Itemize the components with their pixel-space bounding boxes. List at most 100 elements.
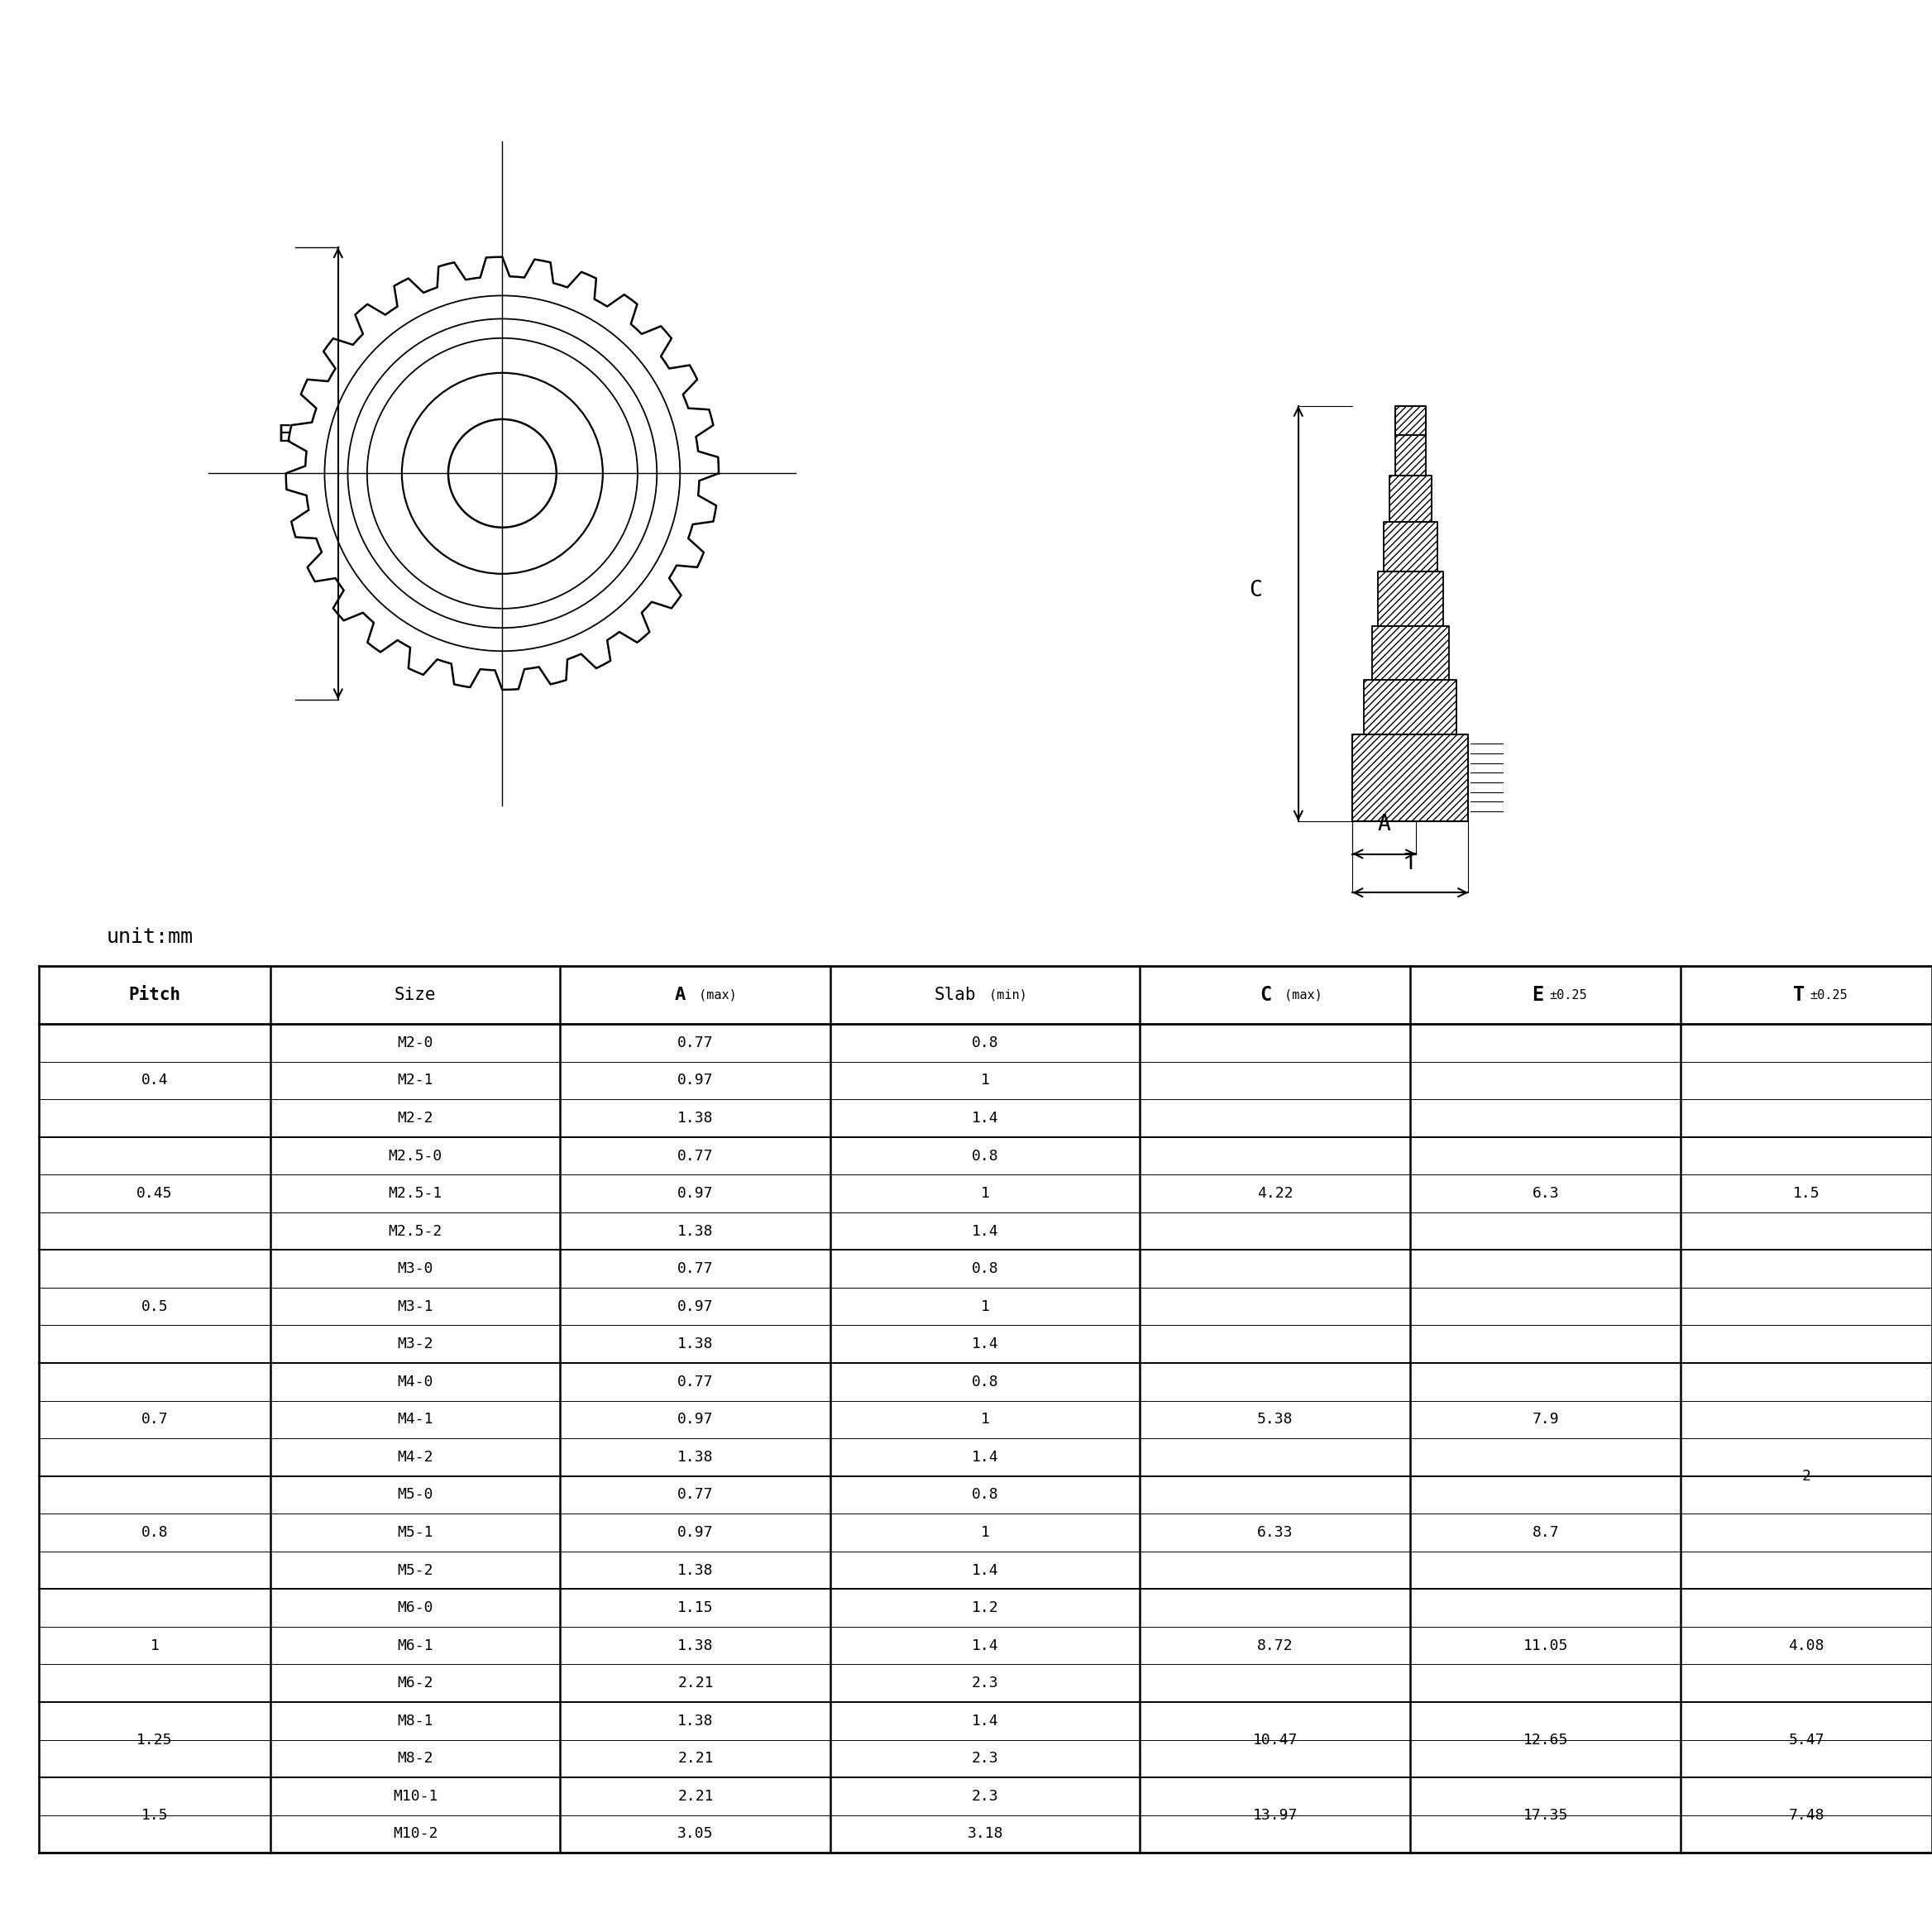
Text: M2.5-0: M2.5-0 — [388, 1148, 442, 1163]
Text: 1: 1 — [981, 1186, 989, 1202]
Text: 1.38: 1.38 — [678, 1449, 713, 1464]
Text: ±0.25: ±0.25 — [1549, 989, 1588, 1001]
Text: 0.77: 0.77 — [678, 1148, 713, 1163]
Text: (max): (max) — [1277, 989, 1321, 1001]
Text: 0.97: 0.97 — [678, 1186, 713, 1202]
Text: Size: Size — [394, 987, 437, 1003]
Text: 2.21: 2.21 — [678, 1750, 713, 1766]
Text: M3-2: M3-2 — [398, 1337, 433, 1352]
Text: T: T — [1793, 985, 1804, 1005]
Text: (min): (min) — [981, 989, 1026, 1001]
Text: 2: 2 — [1803, 1468, 1810, 1484]
Text: 2.3: 2.3 — [972, 1789, 999, 1804]
Text: M10-1: M10-1 — [392, 1789, 439, 1804]
Text: A: A — [674, 987, 686, 1003]
Text: 0.5: 0.5 — [141, 1298, 168, 1314]
Text: M6-0: M6-0 — [398, 1600, 433, 1615]
Bar — [1395, 406, 1426, 435]
Text: 0.77: 0.77 — [678, 1488, 713, 1503]
Text: 2.3: 2.3 — [972, 1675, 999, 1690]
Text: E: E — [1532, 985, 1544, 1005]
Text: 8.72: 8.72 — [1258, 1638, 1293, 1654]
Text: M4-0: M4-0 — [398, 1374, 433, 1389]
Text: 0.77: 0.77 — [678, 1036, 713, 1051]
Text: M5-0: M5-0 — [398, 1488, 433, 1503]
Text: 13.97: 13.97 — [1252, 1808, 1298, 1822]
Text: 1.4: 1.4 — [972, 1223, 999, 1238]
Text: 0.45: 0.45 — [137, 1186, 172, 1202]
Text: 1.5: 1.5 — [141, 1808, 168, 1822]
Text: 1.4: 1.4 — [972, 1714, 999, 1729]
Bar — [1389, 475, 1432, 522]
Bar — [1378, 572, 1443, 626]
Text: 1.25: 1.25 — [137, 1733, 172, 1747]
Bar — [1395, 435, 1426, 475]
Text: M2.5-1: M2.5-1 — [388, 1186, 442, 1202]
Bar — [1383, 522, 1437, 572]
Text: 3.05: 3.05 — [678, 1826, 713, 1841]
Text: 11.05: 11.05 — [1522, 1638, 1569, 1654]
Text: 1.4: 1.4 — [972, 1563, 999, 1578]
Text: E: E — [276, 423, 292, 446]
Text: 5.38: 5.38 — [1258, 1412, 1293, 1428]
Text: C: C — [1260, 985, 1271, 1005]
Text: M2-1: M2-1 — [398, 1072, 433, 1088]
Text: 10.47: 10.47 — [1252, 1733, 1298, 1747]
Text: Slab: Slab — [933, 987, 976, 1003]
Text: 2.21: 2.21 — [678, 1675, 713, 1690]
Text: 5.47: 5.47 — [1789, 1733, 1824, 1747]
Text: 4.08: 4.08 — [1789, 1638, 1824, 1654]
Text: 2.3: 2.3 — [972, 1750, 999, 1766]
Text: M10-2: M10-2 — [392, 1826, 439, 1841]
Text: unit:mm: unit:mm — [106, 927, 193, 947]
Text: 0.97: 0.97 — [678, 1412, 713, 1428]
Text: 1.38: 1.38 — [678, 1563, 713, 1578]
Text: 6.33: 6.33 — [1258, 1524, 1293, 1540]
Text: M3-1: M3-1 — [398, 1298, 433, 1314]
Bar — [1372, 626, 1449, 680]
Text: 1.38: 1.38 — [678, 1638, 713, 1654]
Bar — [1364, 680, 1457, 734]
Text: M2-0: M2-0 — [398, 1036, 433, 1051]
Text: M5-1: M5-1 — [398, 1524, 433, 1540]
Text: 0.8: 0.8 — [972, 1488, 999, 1503]
Text: 1.38: 1.38 — [678, 1337, 713, 1352]
Text: 6.3: 6.3 — [1532, 1186, 1559, 1202]
Text: 0.8: 0.8 — [972, 1148, 999, 1163]
Text: 0.77: 0.77 — [678, 1262, 713, 1277]
Text: 7.48: 7.48 — [1789, 1808, 1824, 1822]
Text: 1: 1 — [981, 1412, 989, 1428]
Bar — [1352, 734, 1468, 821]
Text: 0.7: 0.7 — [141, 1412, 168, 1428]
Text: 1.4: 1.4 — [972, 1111, 999, 1126]
Text: 0.77: 0.77 — [678, 1374, 713, 1389]
Text: 0.97: 0.97 — [678, 1072, 713, 1088]
Text: 1.4: 1.4 — [972, 1337, 999, 1352]
Text: 4.22: 4.22 — [1258, 1186, 1293, 1202]
Text: M6-2: M6-2 — [398, 1675, 433, 1690]
Text: 0.8: 0.8 — [972, 1036, 999, 1051]
Text: 1.4: 1.4 — [972, 1638, 999, 1654]
Text: 1.38: 1.38 — [678, 1714, 713, 1729]
Text: 1: 1 — [151, 1638, 158, 1654]
Text: 1.5: 1.5 — [1793, 1186, 1820, 1202]
Text: 1: 1 — [981, 1072, 989, 1088]
Text: Pitch: Pitch — [128, 987, 182, 1003]
Text: M5-2: M5-2 — [398, 1563, 433, 1578]
Text: 0.8: 0.8 — [972, 1374, 999, 1389]
Text: (max): (max) — [692, 989, 736, 1001]
Text: 0.8: 0.8 — [972, 1262, 999, 1277]
Text: M4-1: M4-1 — [398, 1412, 433, 1428]
Text: M8-2: M8-2 — [398, 1750, 433, 1766]
Text: 0.4: 0.4 — [141, 1072, 168, 1088]
Text: M2-2: M2-2 — [398, 1111, 433, 1126]
Text: 7.9: 7.9 — [1532, 1412, 1559, 1428]
Text: 3.18: 3.18 — [968, 1826, 1003, 1841]
Text: 1: 1 — [981, 1298, 989, 1314]
Text: C: C — [1250, 580, 1262, 601]
Text: ±0.25: ±0.25 — [1810, 989, 1849, 1001]
Text: 2.21: 2.21 — [678, 1789, 713, 1804]
Text: 1.4: 1.4 — [972, 1449, 999, 1464]
Text: 0.8: 0.8 — [141, 1524, 168, 1540]
Text: M2.5-2: M2.5-2 — [388, 1223, 442, 1238]
